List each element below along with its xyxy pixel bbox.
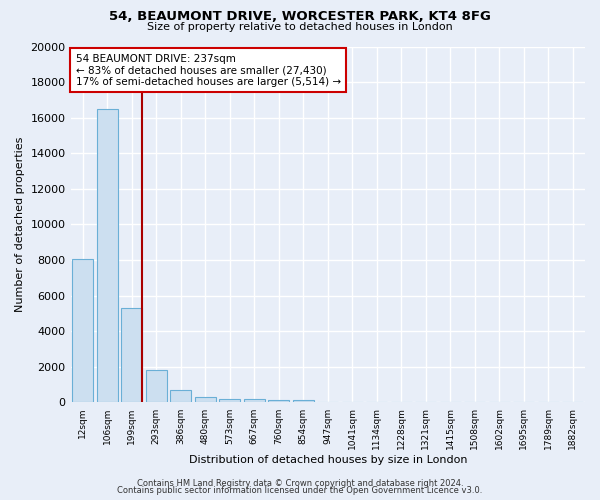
Text: 54 BEAUMONT DRIVE: 237sqm
← 83% of detached houses are smaller (27,430)
17% of s: 54 BEAUMONT DRIVE: 237sqm ← 83% of detac… <box>76 54 341 87</box>
X-axis label: Distribution of detached houses by size in London: Distribution of detached houses by size … <box>188 455 467 465</box>
Bar <box>121 308 142 402</box>
Bar <box>293 400 314 402</box>
Bar <box>170 390 191 402</box>
Y-axis label: Number of detached properties: Number of detached properties <box>15 137 25 312</box>
Text: Size of property relative to detached houses in London: Size of property relative to detached ho… <box>147 22 453 32</box>
Bar <box>146 370 167 402</box>
Bar <box>73 259 93 402</box>
Bar <box>195 396 215 402</box>
Bar <box>244 400 265 402</box>
Text: Contains public sector information licensed under the Open Government Licence v3: Contains public sector information licen… <box>118 486 482 495</box>
Text: Contains HM Land Registry data © Crown copyright and database right 2024.: Contains HM Land Registry data © Crown c… <box>137 478 463 488</box>
Bar <box>97 109 118 403</box>
Bar <box>220 398 240 402</box>
Text: 54, BEAUMONT DRIVE, WORCESTER PARK, KT4 8FG: 54, BEAUMONT DRIVE, WORCESTER PARK, KT4 … <box>109 10 491 23</box>
Bar <box>268 400 289 402</box>
